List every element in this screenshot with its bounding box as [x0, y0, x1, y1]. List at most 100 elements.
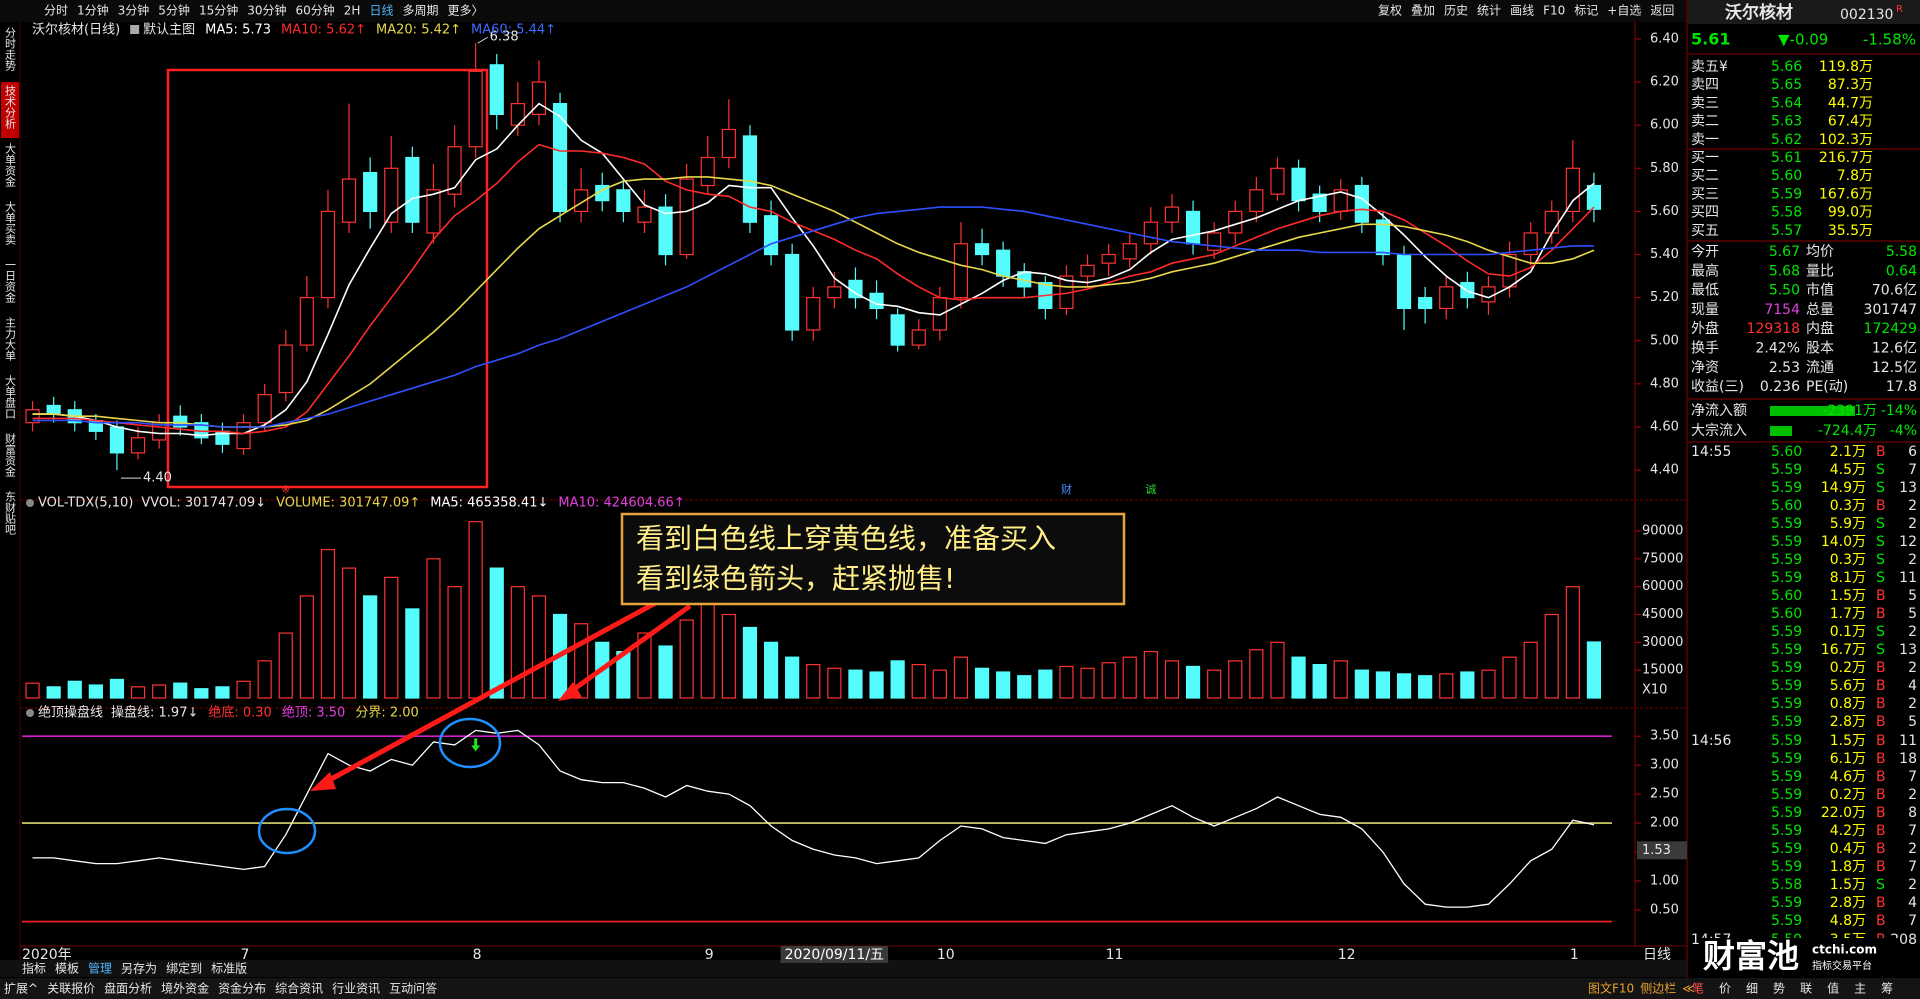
tool-button[interactable]: 统计 — [1477, 4, 1501, 18]
tool-button[interactable]: +自选 — [1607, 4, 1641, 18]
status-right[interactable]: 侧边栏 — [1640, 981, 1676, 996]
side-tab[interactable]: 一日资金 — [4, 259, 17, 303]
tick-count: 7 — [1908, 859, 1917, 875]
status-item[interactable]: 境外资金 — [161, 981, 209, 996]
status-right[interactable]: 图文F10 — [1588, 981, 1634, 996]
panel-tab[interactable]: 联 — [1800, 982, 1812, 996]
side-tab[interactable]: 大单买卖 — [4, 200, 17, 246]
period-tab[interactable]: 2H — [344, 4, 361, 18]
status-right[interactable]: ≪ — [1682, 982, 1695, 996]
tool-button[interactable]: 复权 — [1378, 4, 1402, 18]
volume-bar — [173, 682, 188, 699]
status-item[interactable]: 行业资讯 — [332, 982, 380, 996]
book-label: 卖四 — [1691, 77, 1719, 93]
candle-body — [763, 215, 779, 256]
tool-button[interactable]: 标记 — [1574, 4, 1598, 18]
period-tab[interactable]: 分时 — [44, 4, 68, 18]
side-tab[interactable]: 大单资金 — [4, 142, 17, 187]
status-item[interactable]: 盘面分析 — [104, 981, 152, 996]
template-tab[interactable]: 另存为 — [121, 962, 157, 976]
annotation: 看到白色线上穿黄色线，准备买入 看到绿色箭头，赶紧抛售! — [257, 512, 1126, 855]
status-item[interactable]: 关联报价 — [47, 981, 95, 996]
tick-volume: 4.6万 — [1830, 769, 1866, 785]
period-tab[interactable]: 15分钟 — [199, 3, 238, 18]
stat-value: 5.50 — [1769, 283, 1800, 299]
period-tab[interactable]: 60分钟 — [296, 3, 335, 18]
volume-bar — [1565, 586, 1580, 699]
side-tab[interactable]: 东财贴吧 — [4, 491, 17, 535]
y-tick-label: 1.00 — [1650, 874, 1679, 889]
tool-button[interactable]: 画线 — [1510, 4, 1534, 18]
panel-tab[interactable]: 值 — [1827, 981, 1839, 996]
status-item[interactable]: 互动问答 — [389, 981, 437, 996]
template-tab[interactable]: 管理 — [88, 961, 112, 976]
panel-tab[interactable]: 笔 — [1692, 981, 1704, 996]
tick-volume: 1.5万 — [1830, 588, 1866, 604]
side-tab[interactable]: 主力大单 — [4, 317, 17, 361]
stat-value: 2.42% — [1756, 341, 1800, 357]
status-item[interactable]: 扩展^ — [4, 982, 38, 996]
volume-bar — [785, 656, 800, 699]
period-tab[interactable]: 1分钟 — [77, 3, 109, 18]
stat-label: 均价 — [1806, 244, 1834, 260]
volume-bar — [996, 671, 1011, 699]
period-tab[interactable]: 更多〉 — [447, 4, 483, 18]
tick-price: 5.58 — [1771, 877, 1802, 893]
template-icon — [130, 25, 140, 34]
tick-volume: 1.7万 — [1830, 606, 1866, 622]
volume-bar — [67, 680, 82, 699]
tick-side: B — [1876, 895, 1886, 911]
tool-button[interactable]: 返回 — [1650, 4, 1674, 18]
panel-tab[interactable]: 势 — [1773, 982, 1785, 996]
pane-dot — [26, 709, 34, 717]
tool-button[interactable]: F10 — [1543, 4, 1565, 18]
period-tab[interactable]: 30分钟 — [247, 3, 286, 18]
cursor-value-bg — [1637, 841, 1687, 860]
volume-bar — [1080, 667, 1095, 699]
stat-value: 5.58 — [1886, 244, 1917, 260]
tick-volume: 4.8万 — [1830, 913, 1866, 929]
y-tick-label: 5.00 — [1650, 333, 1679, 348]
template-tab[interactable]: 标准版 — [211, 962, 247, 976]
stock-name: 沃尔核材 — [1725, 2, 1793, 23]
tool-button[interactable]: 历史 — [1444, 4, 1468, 18]
panel-tab[interactable]: 细 — [1746, 982, 1758, 996]
volume-bar — [932, 669, 947, 699]
template-tab[interactable]: 指标 — [22, 961, 46, 976]
template-tab[interactable]: 模板 — [55, 962, 79, 976]
side-tab[interactable]: 分时走势 — [4, 27, 17, 71]
side-tab[interactable]: 大单盘口 — [4, 374, 17, 419]
tick-side: B — [1876, 841, 1886, 857]
highlight-circle — [438, 717, 502, 769]
candle-body — [890, 314, 905, 346]
book-label: 卖五¥ — [1691, 59, 1728, 75]
volume-bar — [194, 688, 209, 699]
template-tab[interactable]: 绑定到 — [166, 961, 202, 976]
period-tab[interactable]: 3分钟 — [118, 3, 150, 18]
stat-value: 12.6亿 — [1872, 341, 1917, 357]
book-label: 买三 — [1691, 186, 1719, 202]
ma-legend: MA5: 5.73 — [205, 23, 271, 38]
candle-body — [785, 253, 800, 331]
status-item[interactable]: 资金分布 — [218, 981, 266, 996]
period-tab[interactable]: 日线 — [369, 4, 393, 18]
period-tab[interactable]: 5分钟 — [158, 3, 190, 18]
tick-volume: 1.5万 — [1830, 733, 1866, 749]
candle-body — [1375, 219, 1391, 256]
tick-price: 5.59 — [1771, 913, 1802, 929]
tick-side: S — [1876, 624, 1885, 640]
tick-price: 5.59 — [1771, 552, 1802, 568]
stat-value: 0.236 — [1760, 379, 1800, 395]
tool-button[interactable]: 叠加 — [1411, 4, 1435, 18]
y-tick-label: 6.40 — [1650, 31, 1679, 46]
panel-tab[interactable]: 筹 — [1881, 982, 1893, 996]
y-tick-label: 60000 — [1642, 579, 1683, 594]
volume-legend: MA10: 424604.66↑ — [558, 496, 684, 511]
panel-tab[interactable]: 主 — [1854, 982, 1866, 996]
tick-volume: 0.2万 — [1830, 787, 1866, 803]
period-tab[interactable]: 多周期 — [402, 4, 438, 18]
status-item[interactable]: 综合资讯 — [275, 981, 323, 996]
side-tab[interactable]: 财富资金 — [4, 432, 17, 477]
side-tab[interactable]: 技术分析 — [4, 85, 17, 130]
panel-tab[interactable]: 价 — [1719, 982, 1731, 996]
